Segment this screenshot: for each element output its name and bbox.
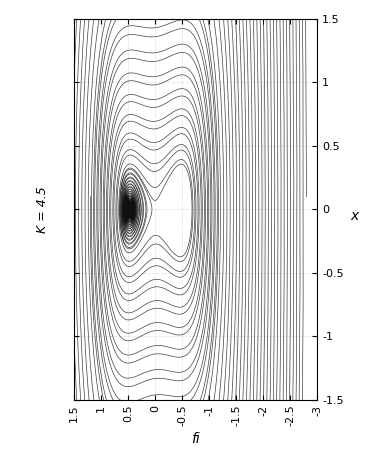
Text: K = 4.5: K = 4.5 bbox=[36, 186, 49, 233]
Y-axis label: x: x bbox=[351, 209, 359, 224]
X-axis label: fi: fi bbox=[191, 432, 200, 446]
